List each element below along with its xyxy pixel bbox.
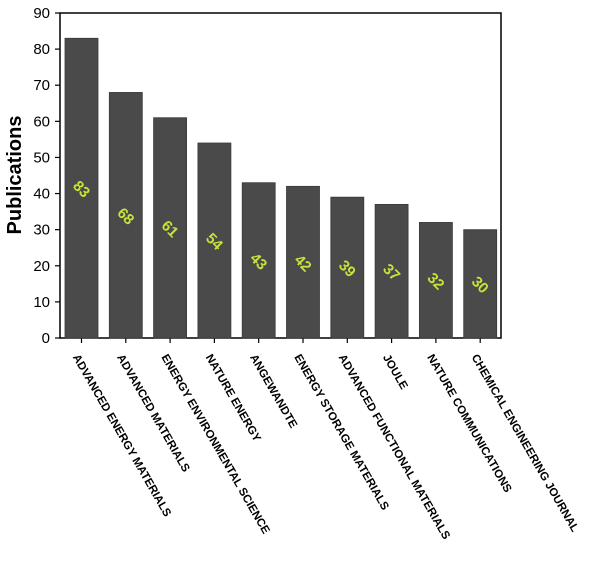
x-tick-label: ANGEWANDTE <box>247 353 299 431</box>
x-tick-label: ENERGY STORAGE MATERIALS <box>291 353 390 513</box>
x-tick-label: NATURE COMMUNICATIONS <box>424 353 513 496</box>
x-tick-label: JOULE <box>380 353 410 392</box>
y-tick-label: 0 <box>42 330 50 347</box>
y-axis-label: Publications <box>4 116 26 235</box>
bar <box>330 196 365 339</box>
y-tick-label: 40 <box>33 186 50 203</box>
plot-frame <box>59 12 502 339</box>
bar <box>108 92 143 339</box>
y-tick-label: 10 <box>33 294 50 311</box>
bar <box>241 182 276 339</box>
y-tick-label: 30 <box>33 222 50 239</box>
x-tick-label: ADVANCED ENERGY MATERIALS <box>70 353 173 520</box>
axes: 0 10 20 30 40 50 60 70 80 90 <box>33 5 502 347</box>
y-tick-label: 90 <box>33 5 50 22</box>
bar <box>153 117 188 339</box>
bar <box>286 185 320 339</box>
y-tick-label: 20 <box>33 258 50 275</box>
y-tick-label: 70 <box>33 77 50 94</box>
y-tick-label: 60 <box>33 113 50 130</box>
y-tick-label: 80 <box>33 41 50 58</box>
bar <box>463 229 498 339</box>
bar <box>418 222 453 339</box>
bar <box>374 203 409 339</box>
bar <box>64 37 99 339</box>
bars <box>64 37 498 339</box>
y-tick-label: 50 <box>33 149 50 166</box>
bar <box>197 142 232 339</box>
